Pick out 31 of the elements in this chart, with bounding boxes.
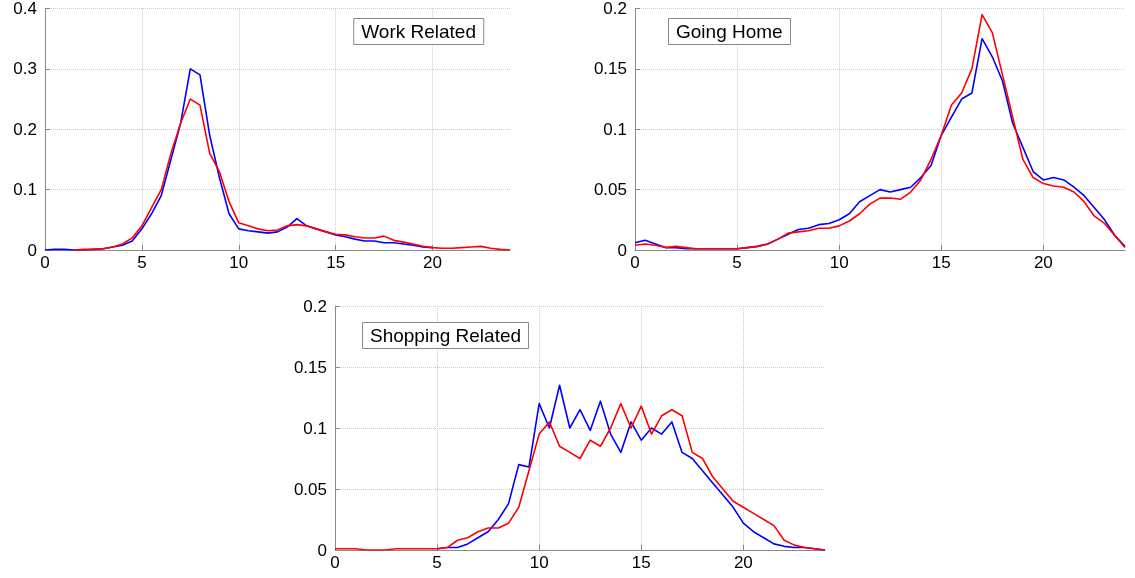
x-tick-label: 10 <box>829 253 849 272</box>
x-tick-label: 20 <box>423 253 442 272</box>
text: Going Home <box>676 21 783 42</box>
x-tick-label: 0 <box>40 253 50 272</box>
y-tick-label: 0.15 <box>293 357 327 377</box>
text: Work Related <box>361 21 477 42</box>
y-tick-label: 0.05 <box>293 479 327 499</box>
x-tick-label: 5 <box>732 253 742 272</box>
x-tick-label: 5 <box>137 253 147 272</box>
x-tick-label: 15 <box>631 553 651 572</box>
y-tick-label: 0.1 <box>603 119 627 139</box>
y-tick-label: 0.3 <box>13 59 37 79</box>
x-tick-label: 20 <box>733 553 753 572</box>
y-tick-label: 0.15 <box>593 59 627 79</box>
y-tick-label: 0.1 <box>303 418 327 438</box>
x-tick-label: 5 <box>432 553 442 572</box>
y-tick-label: 0.1 <box>13 180 37 200</box>
y-tick-label: 0.2 <box>603 0 627 18</box>
x-tick-label: 0 <box>630 253 640 272</box>
x-tick-label: 20 <box>1033 253 1053 272</box>
x-tick-label: 10 <box>529 553 549 572</box>
x-tick-label: 15 <box>931 253 951 272</box>
y-tick-label: 0.2 <box>303 296 327 316</box>
y-tick-label: 0.4 <box>13 0 37 18</box>
x-tick-label: 0 <box>330 553 340 572</box>
x-tick-label: 15 <box>326 253 346 272</box>
text: Shopping Related <box>370 325 522 346</box>
line-series <box>73 98 511 251</box>
y-tick-label: 0.2 <box>13 119 37 139</box>
y-tick-label: 0.05 <box>593 180 627 200</box>
x-tick-label: 10 <box>229 253 249 272</box>
